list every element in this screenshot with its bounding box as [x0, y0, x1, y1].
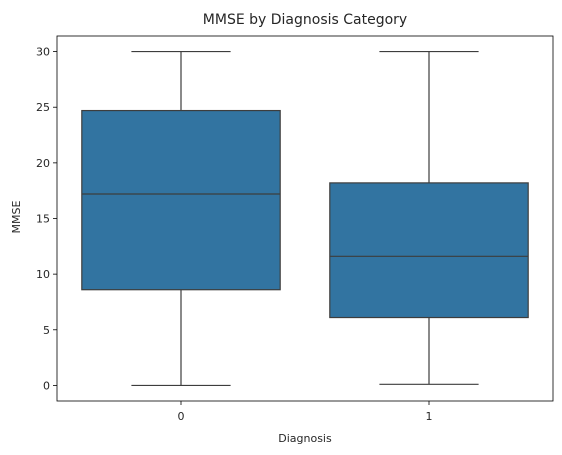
chart-title: MMSE by Diagnosis Category: [203, 12, 407, 28]
y-tick-label: 10: [36, 268, 50, 281]
y-tick-label: 30: [36, 46, 50, 59]
y-tick-label: 20: [36, 157, 50, 170]
iqr-box: [81, 109, 281, 291]
x-axis-label: Diagnosis: [278, 432, 332, 445]
iqr-box: [329, 182, 529, 319]
box-1: [329, 50, 529, 385]
y-axis-label: MMSE: [10, 200, 23, 233]
x-tick-label: 1: [426, 410, 433, 423]
y-tick-label: 5: [43, 324, 50, 337]
x-tick-label: 0: [178, 410, 185, 423]
axes-group: 0 5 10 15 20 25 30 0 1: [36, 35, 554, 423]
y-tick-label: 15: [36, 213, 50, 226]
box-group: [81, 50, 529, 387]
box-0: [81, 50, 281, 387]
y-tick-label: 25: [36, 101, 50, 114]
y-tick-label: 0: [43, 379, 50, 392]
